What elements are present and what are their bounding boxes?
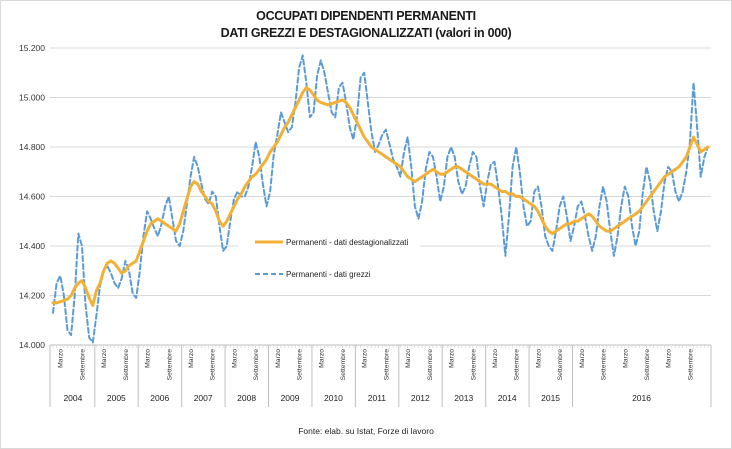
x-tick-label: Settembre: [253, 349, 260, 381]
series-destagionalizzati: [51, 86, 710, 307]
x-tick-label: Marzo: [449, 349, 456, 368]
gridlines: [50, 47, 711, 346]
year-label: 2007: [194, 393, 213, 403]
x-tick-label: Settembre: [166, 349, 173, 381]
y-tick-label: 14.200: [19, 291, 45, 301]
year-label: 2008: [237, 393, 256, 403]
legend: Permanenti - dati destagionalizzati Perma…: [238, 227, 420, 289]
x-tick-label: Settembre: [601, 349, 608, 381]
year-label: 2011: [368, 393, 387, 403]
x-tick-label: Settembre: [687, 349, 694, 381]
x-tick-label: Settembre: [557, 349, 564, 381]
x-tick-label: Settembre: [427, 349, 434, 381]
y-axis: 14.000 14.200 14.400 14.600 14.800 15.000 15.2…: [19, 43, 45, 350]
chart-subtitle: DATI GREZZI E DESTAGIONALIZZATI (valori …: [220, 26, 512, 40]
x-tick-label: Marzo: [231, 349, 238, 368]
x-tick-label: Settembre: [340, 349, 347, 381]
series-grezzi: [52, 54, 709, 344]
x-tick-label: Marzo: [622, 349, 629, 368]
source-note: Fonte: elab. su Istat, Forze di lavoro: [298, 426, 434, 436]
x-tick-label: Settembre: [383, 349, 390, 381]
x-tick-label: Settembre: [514, 349, 521, 381]
y-tick-label: 14.400: [19, 241, 45, 251]
year-label: 2016: [632, 393, 651, 403]
x-tick-label: Marzo: [666, 349, 673, 368]
x-tick-label: Marzo: [188, 349, 195, 368]
x-tick-label: Settembre: [644, 349, 651, 381]
x-tick-label: Settembre: [470, 349, 477, 381]
year-label: 2012: [411, 393, 430, 403]
x-tick-label: Marzo: [579, 349, 586, 368]
x-tick-label: Marzo: [362, 349, 369, 368]
x-tick-label: Marzo: [535, 349, 542, 368]
year-label: 2005: [107, 393, 126, 403]
legend-label: Permanenti - dati grezzi: [286, 270, 371, 279]
year-label: 2014: [498, 393, 517, 403]
legend-box: [238, 227, 420, 289]
x-tick-label: Settembre: [79, 349, 86, 381]
x-tick-label: Marzo: [492, 349, 499, 368]
x-tick-label: Marzo: [318, 349, 325, 368]
y-tick-label: 14.800: [19, 142, 45, 152]
year-label: 2013: [454, 393, 473, 403]
year-label: 2004: [63, 393, 82, 403]
y-tick-label: 15.000: [19, 93, 45, 103]
year-label: 2010: [324, 393, 343, 403]
y-tick-label: 14.000: [19, 340, 45, 350]
x-tick-label: Marzo: [58, 349, 65, 368]
x-tick-label: Marzo: [101, 349, 108, 368]
x-tick-label: Marzo: [275, 349, 282, 368]
x-tick-label: Settembre: [123, 349, 130, 381]
chart-title: OCCUPATI DIPENDENTI PERMANENTI: [256, 9, 476, 23]
x-tick-label: Settembre: [210, 349, 217, 381]
x-tick-label: Marzo: [145, 349, 152, 368]
x-tick-label: Settembre: [297, 349, 304, 381]
year-label: 2015: [541, 393, 560, 403]
legend-label: Permanenti - dati destagionalizzati: [286, 238, 409, 247]
x-axis: Marzo Settembre Marzo Settembre Marzo Settemb…: [49, 344, 712, 407]
year-label: 2006: [150, 393, 169, 403]
year-label: 2009: [281, 393, 300, 403]
x-tick-label: Marzo: [405, 349, 412, 368]
series-lines: [51, 54, 710, 344]
y-tick-label: 14.600: [19, 192, 45, 202]
y-tick-label: 15.200: [19, 43, 45, 53]
